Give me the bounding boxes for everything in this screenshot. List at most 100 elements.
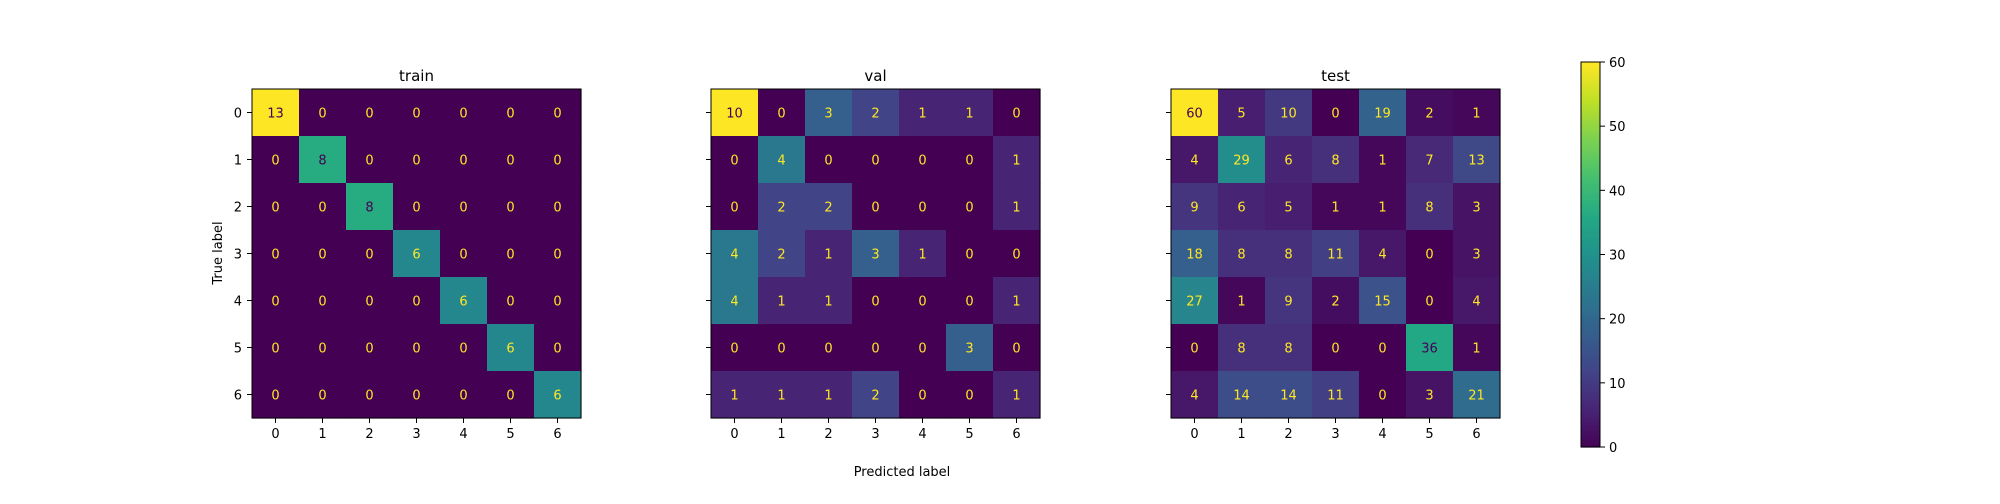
colorbar-segment	[1581, 434, 1600, 438]
cell-2-1	[1218, 183, 1266, 231]
cell-2-2	[1265, 183, 1313, 231]
cell-value-5-6: 1	[1472, 342, 1480, 357]
cell-value-0-0: 60	[1186, 107, 1203, 122]
cell-value-2-1: 2	[777, 201, 785, 216]
colorbar-segment	[1581, 344, 1600, 349]
colorbar-segment	[1581, 203, 1600, 207]
cell-3-0	[711, 230, 759, 278]
x-tick-label: 3	[412, 427, 420, 442]
cell-value-4-1: 1	[777, 295, 785, 310]
colorbar-segment	[1581, 270, 1600, 275]
cell-value-6-5: 0	[965, 389, 973, 404]
cell-0-5	[1406, 89, 1454, 137]
cell-value-5-0: 0	[1190, 342, 1198, 357]
cell-5-4	[899, 324, 947, 372]
cell-value-6-3: 11	[1327, 389, 1344, 404]
cell-value-0-6: 0	[553, 107, 561, 122]
cell-5-3	[852, 324, 900, 372]
colorbar-segment	[1581, 68, 1600, 73]
cell-value-0-3: 2	[871, 107, 879, 122]
colorbar-segment	[1581, 222, 1600, 227]
colorbar-segment	[1581, 305, 1600, 310]
cell-1-6	[534, 136, 582, 184]
cell-value-5-2: 8	[1284, 342, 1292, 357]
cell-value-1-5: 0	[506, 154, 514, 169]
cell-value-0-3: 0	[412, 107, 420, 122]
cell-0-1	[299, 89, 347, 137]
cell-value-0-4: 19	[1374, 107, 1391, 122]
colorbar-segment	[1581, 84, 1600, 89]
colorbar-tick-label: 20	[1609, 313, 1626, 328]
cell-1-5	[487, 136, 535, 184]
colorbar-segment	[1581, 334, 1600, 339]
cell-value-6-6: 1	[1012, 389, 1020, 404]
cell-value-5-4: 0	[1378, 342, 1386, 357]
x-tick-label: 1	[1237, 427, 1245, 442]
y-tick-label: 6	[234, 389, 242, 404]
cell-5-5	[1406, 324, 1454, 372]
cell-value-0-4: 1	[918, 107, 926, 122]
cell-2-2	[346, 183, 394, 231]
cell-1-5	[1406, 136, 1454, 184]
cell-value-1-4: 0	[459, 154, 467, 169]
cell-4-1	[299, 277, 347, 325]
cell-value-1-2: 0	[824, 154, 832, 169]
colorbar-segment	[1581, 196, 1600, 201]
cell-3-6	[534, 230, 582, 278]
cell-5-2	[805, 324, 853, 372]
cell-value-2-3: 1	[1331, 201, 1339, 216]
colorbar-segment	[1581, 212, 1600, 217]
cell-1-4	[899, 136, 947, 184]
cell-3-4	[899, 230, 947, 278]
x-tick-label: 4	[1378, 427, 1386, 442]
cell-value-3-3: 6	[412, 248, 420, 263]
cell-value-4-2: 9	[1284, 295, 1292, 310]
x-tick-label: 2	[365, 427, 373, 442]
colorbar-segment	[1581, 430, 1600, 435]
cell-value-1-6: 0	[553, 154, 561, 169]
cell-value-6-4: 0	[459, 389, 467, 404]
cell-value-1-1: 8	[318, 154, 326, 169]
cell-value-2-5: 0	[506, 201, 514, 216]
cell-value-0-2: 0	[365, 107, 373, 122]
colorbar-segment	[1581, 206, 1600, 211]
cell-value-2-3: 0	[871, 201, 879, 216]
cell-3-4	[440, 230, 488, 278]
colorbar-segment	[1581, 437, 1600, 442]
colorbar-segment	[1581, 398, 1600, 403]
cell-4-1	[758, 277, 806, 325]
colorbar-segment	[1581, 440, 1600, 445]
cell-4-3	[852, 277, 900, 325]
colorbar-segment	[1581, 97, 1600, 102]
cell-0-2	[805, 89, 853, 137]
cell-0-4	[440, 89, 488, 137]
cell-value-2-5: 8	[1425, 201, 1433, 216]
cell-1-4	[440, 136, 488, 184]
cell-0-6	[1453, 89, 1501, 137]
cell-value-1-0: 4	[1190, 154, 1198, 169]
colorbar-segment	[1581, 106, 1600, 111]
colorbar-segment	[1581, 113, 1600, 118]
cell-2-3	[393, 183, 441, 231]
colorbar-segment	[1581, 296, 1600, 301]
cell-value-3-1: 0	[318, 248, 326, 263]
colorbar-segment	[1581, 135, 1600, 140]
colorbar-tick-label: 10	[1609, 377, 1626, 392]
cell-2-5	[946, 183, 994, 231]
colorbar-segment	[1581, 167, 1600, 172]
cell-value-4-5: 0	[965, 295, 973, 310]
cell-value-5-0: 0	[730, 342, 738, 357]
colorbar-segment	[1581, 225, 1600, 230]
cell-value-3-5: 0	[965, 248, 973, 263]
cell-value-3-3: 11	[1327, 248, 1344, 263]
cell-5-1	[299, 324, 347, 372]
cell-2-6	[534, 183, 582, 231]
cell-value-3-4: 4	[1378, 248, 1386, 263]
cell-value-4-5: 0	[506, 295, 514, 310]
colorbar-segment	[1581, 315, 1600, 320]
cell-5-2	[1265, 324, 1313, 372]
cell-5-6	[993, 324, 1041, 372]
cell-6-6	[1453, 371, 1501, 419]
cell-value-0-2: 3	[824, 107, 832, 122]
